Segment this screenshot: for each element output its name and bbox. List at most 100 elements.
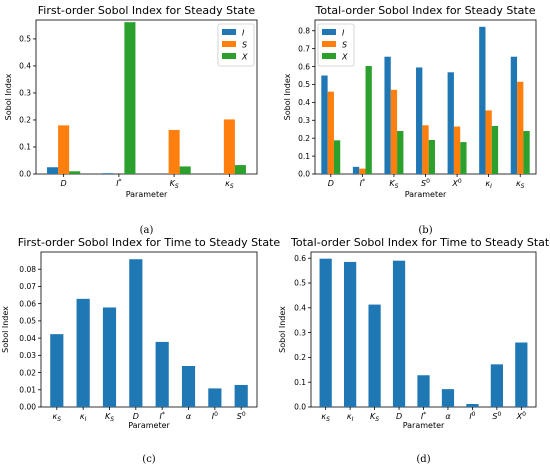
chart3-bar [50,334,64,407]
chart3-xtick-label: I* [159,411,164,421]
chart2-bar-s [359,168,366,174]
chart1-ytick-label: 0.3 [19,89,31,98]
chart1-legend-swatch-s [222,41,236,47]
chart2-xtick-label: KS [389,179,398,190]
chart2-xtick-label: S0 [421,178,430,188]
chart3-xtick-label: κS [53,412,62,423]
chart1-legend-label-x: X [241,53,248,62]
chart1-bar-x [69,171,81,174]
chart1-xlabel: Parameter [126,190,168,199]
chart3-ytick-label: 0.06 [19,299,36,308]
chart2-bar-i [416,67,423,174]
chart4-ytick-label: 0.6 [294,254,306,263]
chart2-ytick-label: 0.5 [298,80,310,89]
chart4-ytick-label: 0.4 [294,304,306,313]
chart1-bar-i [102,173,114,174]
chart4-xtick-label: α [445,412,451,421]
chart1-bar-x [234,165,246,174]
chart2-bar-i [479,26,486,174]
chart4-xtick-label: I0 [469,411,475,421]
chart2-bar-x [333,140,341,174]
chart2-legend-label-x: X [341,53,348,62]
chart3-bar [102,307,117,407]
chart1-bar-s [223,119,235,174]
chart1-legend-swatch-x [222,53,236,59]
chart4-ytick-label: 0.0 [294,403,306,412]
chart4-xtick-label: X0 [516,411,526,421]
chart1-bar-s [168,129,180,174]
chart1-legend-swatch-i [222,29,236,35]
chart2-ytick-label: 0.8 [298,26,310,35]
chart2-bar-s [453,126,461,174]
chart1-bar-x [124,22,136,174]
chart2-ylabel: Sobol Index [283,73,292,120]
chart4-caption: (d) [416,454,430,465]
chart4-xtick-label: D [396,412,402,421]
chart4-bar [344,261,357,407]
chart3-bar [234,384,248,407]
chart2-caption: (b) [418,225,432,236]
chart4-bar [441,389,455,407]
chart2-xtick-label: D [328,179,334,188]
chart2-bar-s [485,110,492,174]
chart4-xlabel: Parameter [403,421,445,430]
chart3-ylabel: Sobol Index [1,306,10,353]
chart2-title: Total-order Sobol Index for Steady State [315,4,536,17]
chart3-xtick-label: S0 [237,411,246,421]
chart2-xtick-label: κS [516,179,525,190]
chart2-legend-swatch-s [322,41,336,47]
chart2-xtick-label: X0 [451,178,461,188]
chart3-ytick-label: 0.07 [19,282,36,291]
chart1-xtick-label: KS [170,179,179,190]
chart1-ytick-label: 0.2 [19,116,31,125]
chart3-bar [181,366,196,407]
chart3-xlabel: Parameter [128,421,170,430]
chart4-xtick-label: κI [347,412,354,423]
chart2-legend-label-s: S [342,41,347,50]
chart4-bar [515,342,528,407]
chart2-bar-x [523,131,530,174]
chart1-xtick-label: D [61,179,67,188]
chart2-bar-x [428,139,435,174]
chart3-xtick-label: D [133,412,139,421]
chart2-bar-s [422,125,429,174]
chart2-xtick-label: I* [360,178,365,188]
chart2-ytick-label: 0.4 [298,98,310,107]
chart3-ytick-label: 0.04 [19,334,36,343]
chart4-xtick-label: S0 [492,411,501,421]
chart1-legend-label-i: I [242,29,245,38]
chart3-bar [76,298,90,407]
chart3-xtick-label: κI [80,412,87,423]
chart2-legend-swatch-i [322,29,336,35]
chart1-bar-i [47,167,59,174]
chart4-bar [466,404,479,407]
chart4-ytick-label: 0.5 [294,279,306,288]
chart2-ytick-label: 0.3 [298,116,310,125]
chart2-ytick-label: 0.0 [298,170,310,179]
chart2-bar-x [365,66,372,174]
chart2-xlabel: Parameter [405,190,447,199]
chart4-ylabel: Sobol Index [278,306,287,353]
chart4-bar [319,258,332,407]
chart4-xtick-label: I* [421,411,426,421]
chart1-caption: (a) [140,225,154,236]
chart2-legend-label-i: I [342,29,345,38]
chart1-bar-s [58,125,70,174]
chart3-bar [155,341,169,407]
chart2-ytick-label: 0.2 [298,134,310,143]
chart3-ytick-label: 0.01 [19,385,36,394]
chart2-bar-i [352,166,360,174]
chart2-bar-i [384,56,391,174]
chart4-bar [368,304,381,407]
chart4-ytick-label: 0.2 [294,353,306,362]
chart1-ylabel: Sobol Index [4,73,13,120]
chart2-ytick-label: 0.6 [298,62,310,71]
chart3-ytick-label: 0.05 [19,317,36,326]
chart4-ytick-label: 0.3 [294,328,306,337]
chart3-caption: (c) [142,454,156,465]
chart2-bar-s [517,81,524,174]
chart4-xtick-label: KS [370,412,379,423]
chart4-bar [392,260,406,407]
chart4-xtick-label: κS [321,412,330,423]
